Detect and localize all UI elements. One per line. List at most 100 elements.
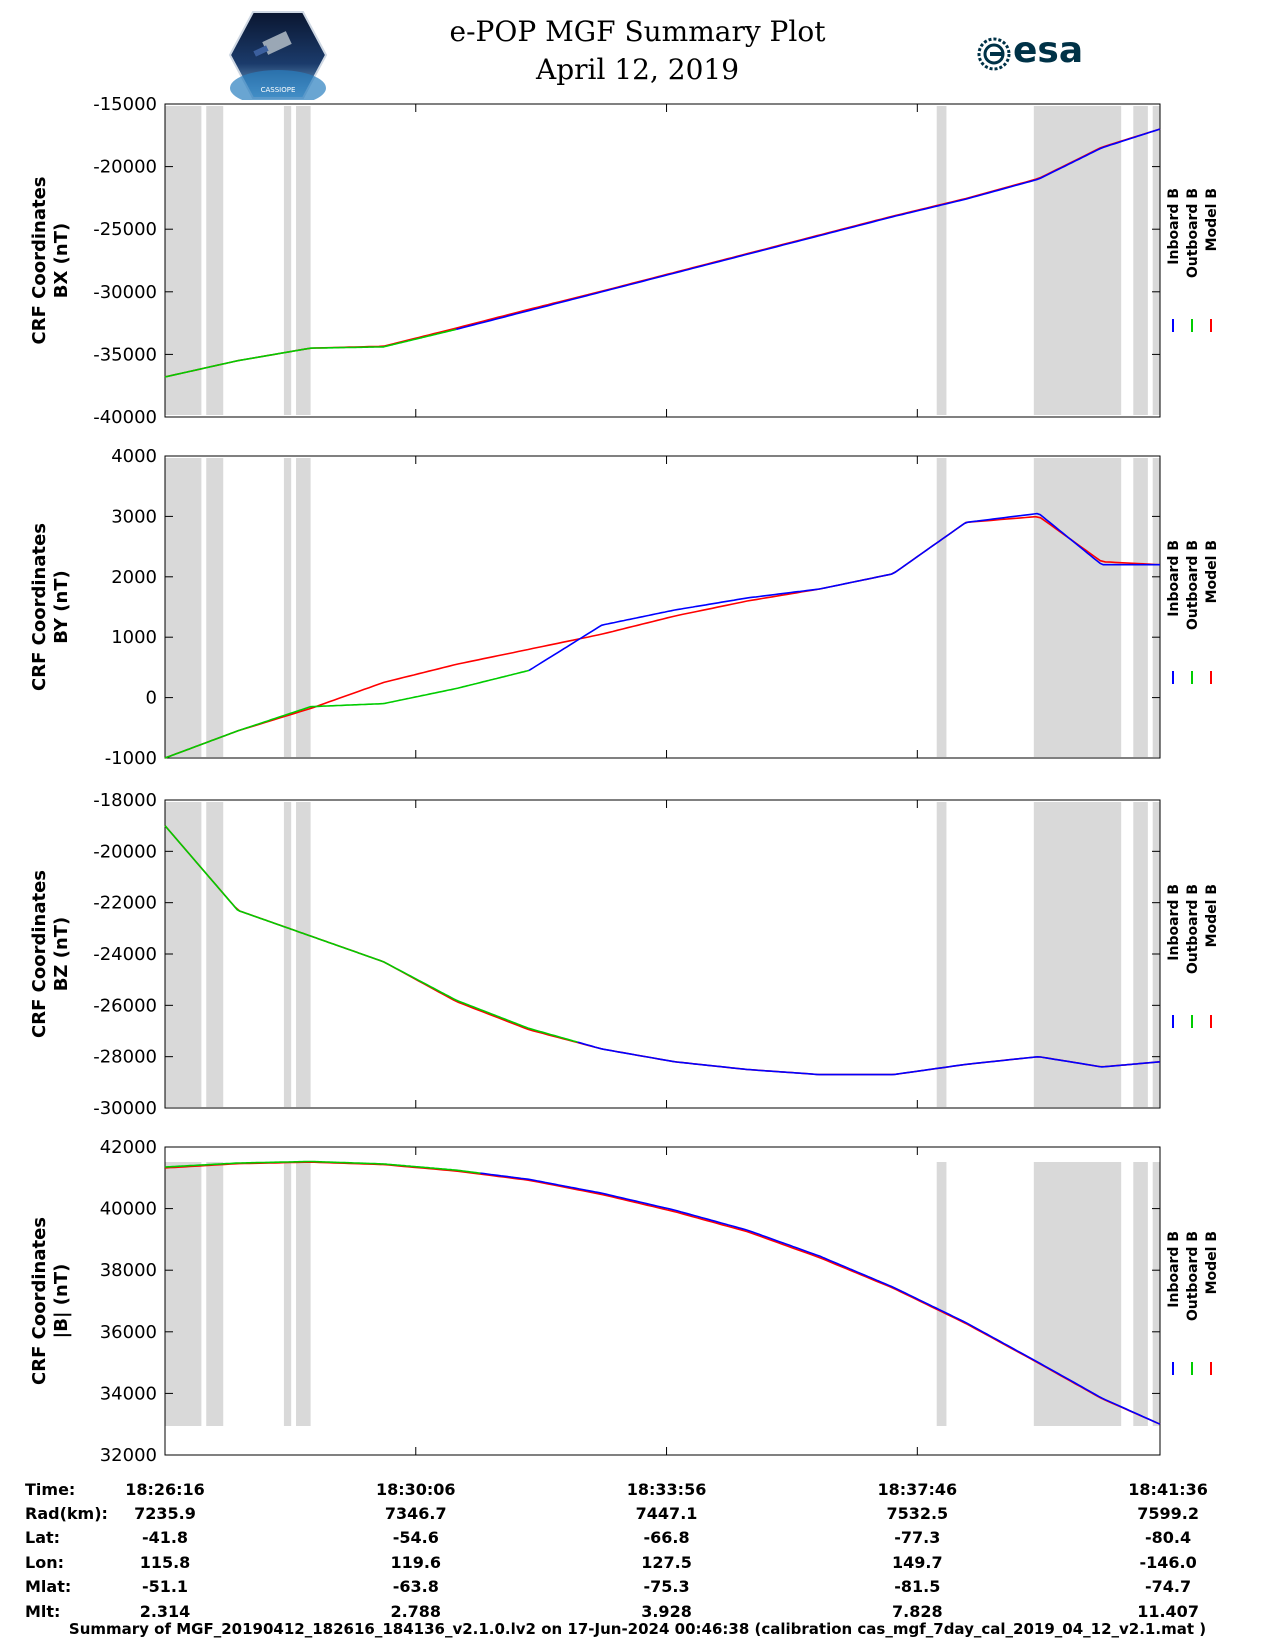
chart-title: e-POP MGF Summary Plot bbox=[449, 15, 826, 48]
y-axis-unit-label: |B| (nT) bbox=[51, 1264, 72, 1339]
panel-1: -15000 -20000 -25000 -30000 -35000 -40000 CRF … bbox=[29, 94, 1220, 428]
data-gap-band bbox=[296, 106, 311, 415]
table-cell: 115.8 bbox=[139, 1553, 191, 1572]
data-gap-band bbox=[936, 802, 947, 1107]
legend-label: Model B bbox=[1204, 188, 1220, 251]
y-tick-label: 36000 bbox=[100, 1322, 157, 1343]
y-axis-unit-label: BX (nT) bbox=[51, 223, 72, 298]
y-tick-label: -28000 bbox=[93, 1047, 157, 1068]
series-line-inboard-b bbox=[577, 1041, 1161, 1076]
y-tick-label: 34000 bbox=[100, 1383, 157, 1404]
axes-frame bbox=[164, 799, 1161, 1109]
esa-logo-text: esa bbox=[1013, 30, 1084, 71]
panel-2: 4000 3000 2000 1000 0 -1000 CRF Coordinates BY … bbox=[29, 446, 1220, 769]
y-tick-label: -40000 bbox=[93, 407, 157, 428]
legend-label: Model B bbox=[1204, 540, 1220, 603]
series-line-inboard-b bbox=[456, 128, 1161, 331]
data-gap-band bbox=[1152, 458, 1160, 757]
data-gap-band bbox=[165, 1162, 202, 1426]
table-cell: -54.6 bbox=[392, 1528, 439, 1547]
series-line-outboard-b bbox=[164, 1160, 481, 1174]
y-tick-label: 3000 bbox=[111, 506, 157, 527]
table-cell: 119.6 bbox=[390, 1553, 442, 1572]
y-tick-label: -30000 bbox=[93, 282, 157, 303]
table-row-label: Rad(km): bbox=[25, 1504, 108, 1523]
data-gap-band bbox=[936, 106, 947, 415]
series-line-model-b bbox=[164, 128, 1161, 378]
table-cell: 2.314 bbox=[139, 1602, 191, 1621]
data-gap-band bbox=[206, 458, 224, 757]
y-tick-label: 40000 bbox=[100, 1199, 157, 1220]
table-cell: 7235.9 bbox=[134, 1504, 196, 1523]
table-cell: 18:30:06 bbox=[375, 1480, 456, 1499]
legend-label: Outboard B bbox=[1185, 884, 1201, 974]
y-tick-label: -1000 bbox=[105, 748, 157, 769]
data-gap-band bbox=[165, 458, 202, 757]
data-gap-band bbox=[936, 458, 947, 757]
table-cell: -80.4 bbox=[1145, 1528, 1192, 1547]
axes-frame bbox=[164, 103, 1161, 418]
legend-label: Inboard B bbox=[1166, 540, 1182, 617]
series-line-inboard-b bbox=[528, 512, 1160, 672]
y-tick-label: -30000 bbox=[93, 1098, 157, 1119]
y-tick-label: -18000 bbox=[93, 790, 157, 811]
table-row-label: Lon: bbox=[25, 1553, 64, 1572]
legend-label: Model B bbox=[1204, 884, 1220, 947]
table-row-label: Lat: bbox=[25, 1528, 61, 1547]
y-tick-label: -20000 bbox=[93, 157, 157, 178]
data-gap-band bbox=[1152, 106, 1160, 415]
data-gap-band bbox=[206, 1162, 224, 1426]
data-gap-band bbox=[206, 106, 224, 415]
data-gap-band bbox=[283, 106, 292, 415]
table-cell: 11.407 bbox=[1137, 1602, 1199, 1621]
data-gap-band bbox=[936, 1162, 947, 1426]
data-gap-band bbox=[283, 458, 292, 757]
table-cell: -77.3 bbox=[894, 1528, 941, 1547]
y-tick-label: -24000 bbox=[93, 944, 157, 965]
table-row-label: Mlat: bbox=[25, 1577, 72, 1596]
legend-label: Inboard B bbox=[1166, 188, 1182, 265]
table-row-label: Mlt: bbox=[25, 1602, 61, 1621]
cassiope-logo: CASSIOPE bbox=[228, 11, 328, 100]
y-axis-label: CRF Coordinates bbox=[29, 1217, 50, 1385]
legend-label: Outboard B bbox=[1185, 540, 1201, 630]
data-gap-band bbox=[1152, 1162, 1160, 1426]
data-gap-band bbox=[1133, 106, 1148, 415]
table-cell: 7447.1 bbox=[635, 1504, 698, 1523]
legend-label: Outboard B bbox=[1185, 1231, 1201, 1321]
data-gap-band bbox=[1033, 458, 1122, 757]
data-gap-band bbox=[1133, 1162, 1148, 1426]
table-cell: 18:37:46 bbox=[877, 1480, 958, 1499]
y-tick-label: 2000 bbox=[111, 567, 157, 588]
table-cell: 18:33:56 bbox=[626, 1480, 707, 1499]
legend-label: Outboard B bbox=[1185, 188, 1201, 278]
panel-3: -18000 -20000 -22000 -24000 -26000 -28000 -300… bbox=[29, 790, 1220, 1119]
y-axis-label: CRF Coordinates bbox=[29, 177, 50, 345]
legend-label: Model B bbox=[1204, 1231, 1220, 1294]
table-cell: -51.1 bbox=[141, 1577, 189, 1596]
y-tick-label: -26000 bbox=[93, 995, 157, 1016]
series-line-inboard-b bbox=[480, 1172, 1161, 1425]
axes-frame bbox=[164, 1146, 1161, 1456]
data-gap-band bbox=[1133, 802, 1148, 1107]
cassiope-logo-text: CASSIOPE bbox=[261, 86, 296, 94]
table-cell: 2.788 bbox=[390, 1602, 442, 1621]
table-cell: 127.5 bbox=[641, 1553, 692, 1572]
footer-caption: Summary of MGF_20190412_182616_184136_v2… bbox=[68, 1620, 1207, 1638]
table-cell: 149.7 bbox=[892, 1553, 943, 1572]
plots-canvas: -15000 -20000 -25000 -30000 -35000 -40000 CRF … bbox=[29, 94, 1220, 1466]
y-axis-label: CRF Coordinates bbox=[29, 523, 50, 691]
series-line-model-b bbox=[164, 515, 1161, 759]
y-tick-label: -25000 bbox=[93, 219, 157, 240]
data-gap-band bbox=[1033, 1162, 1122, 1426]
table-cell: 18:26:16 bbox=[125, 1480, 205, 1499]
table-cell: -63.8 bbox=[392, 1577, 439, 1596]
table-cell: 18:41:36 bbox=[1128, 1480, 1208, 1499]
data-gap-band bbox=[206, 802, 224, 1107]
table-row-label: Time: bbox=[25, 1480, 76, 1499]
y-tick-label: 42000 bbox=[100, 1137, 157, 1158]
series-line-outboard-b bbox=[164, 328, 457, 378]
y-tick-label: -35000 bbox=[93, 344, 157, 365]
table-cell: -41.8 bbox=[141, 1528, 189, 1547]
data-gap-band bbox=[1033, 106, 1122, 415]
